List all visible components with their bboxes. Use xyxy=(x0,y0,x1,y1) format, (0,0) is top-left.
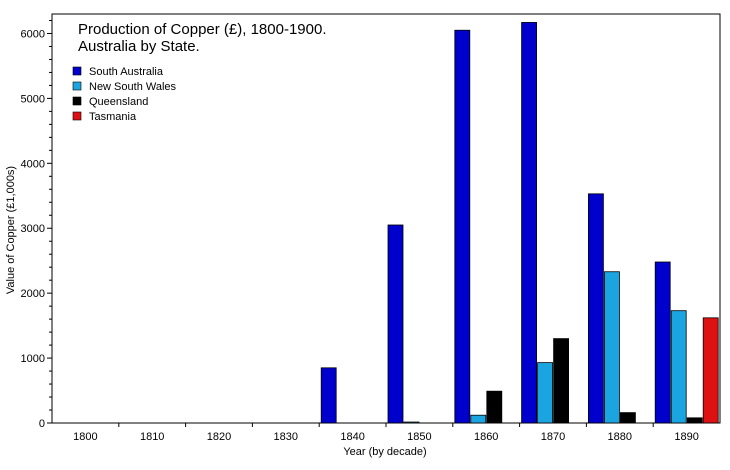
x-tick-label: 1880 xyxy=(608,431,632,443)
x-tick-label: 1800 xyxy=(73,431,97,443)
y-axis-label: Value of Copper (£1,000s) xyxy=(5,166,17,294)
x-tick-label: 1840 xyxy=(340,431,364,443)
y-tick-label: 2000 xyxy=(21,288,45,300)
x-tick-label: 1820 xyxy=(207,431,231,443)
bar-queensland-1870 xyxy=(553,338,569,424)
legend-label: South Australia xyxy=(89,66,164,78)
bar-new-south-wales-1870 xyxy=(537,362,553,424)
legend-label: Tasmania xyxy=(89,111,137,123)
y-tick-label: 4000 xyxy=(21,158,45,170)
x-axis-label: Year (by decade) xyxy=(343,446,426,458)
legend-label: New South Wales xyxy=(89,81,177,93)
x-tick-label: 1860 xyxy=(474,431,498,443)
bar-new-south-wales-1860 xyxy=(470,414,487,424)
axes: 0 1000 2000 3000 4000 5000 6000 1800 1810 1820 183… xyxy=(21,13,721,443)
x-tick-label: 1850 xyxy=(407,431,431,443)
legend-label: Queensland xyxy=(89,96,148,108)
bar-new-south-wales-1890 xyxy=(670,310,687,424)
bar-south-australia-1850 xyxy=(387,224,404,424)
bar-queensland-1880 xyxy=(620,412,636,424)
bar-south-australia-1860 xyxy=(454,29,471,424)
y-tick-label: 5000 xyxy=(21,93,45,105)
bar-new-south-wales-1850 xyxy=(403,421,420,424)
bar-south-australia-1890 xyxy=(654,261,671,424)
bar-south-australia-1870 xyxy=(521,22,537,424)
y-tick-label: 6000 xyxy=(21,28,45,40)
bar-south-australia-1880 xyxy=(588,193,604,424)
bar-tasmania-1890 xyxy=(702,317,719,424)
bar-south-australia-1840 xyxy=(320,367,337,424)
chart-subtitle: Australia by State. xyxy=(78,38,200,55)
y-tick-label: 3000 xyxy=(21,223,45,235)
bars xyxy=(320,22,719,424)
legend-swatch xyxy=(72,81,82,91)
x-tick-label: 1830 xyxy=(274,431,298,443)
y-tick-label: 1000 xyxy=(21,353,45,365)
bar-new-south-wales-1880 xyxy=(604,271,620,424)
legend-swatch xyxy=(72,96,82,106)
chart-title: Production of Copper (£), 1800-1900. xyxy=(78,21,327,38)
bar-queensland-1890 xyxy=(686,417,703,424)
legend-swatch xyxy=(72,66,82,76)
x-tick-label: 1890 xyxy=(674,431,698,443)
legend-swatch xyxy=(72,111,82,121)
x-tick-label: 1870 xyxy=(541,431,565,443)
bar-queensland-1860 xyxy=(486,390,503,424)
legend: South Australia New South Wales Queensland… xyxy=(72,66,177,123)
x-tick-label: 1810 xyxy=(140,431,164,443)
y-tick-label: 0 xyxy=(39,418,45,430)
